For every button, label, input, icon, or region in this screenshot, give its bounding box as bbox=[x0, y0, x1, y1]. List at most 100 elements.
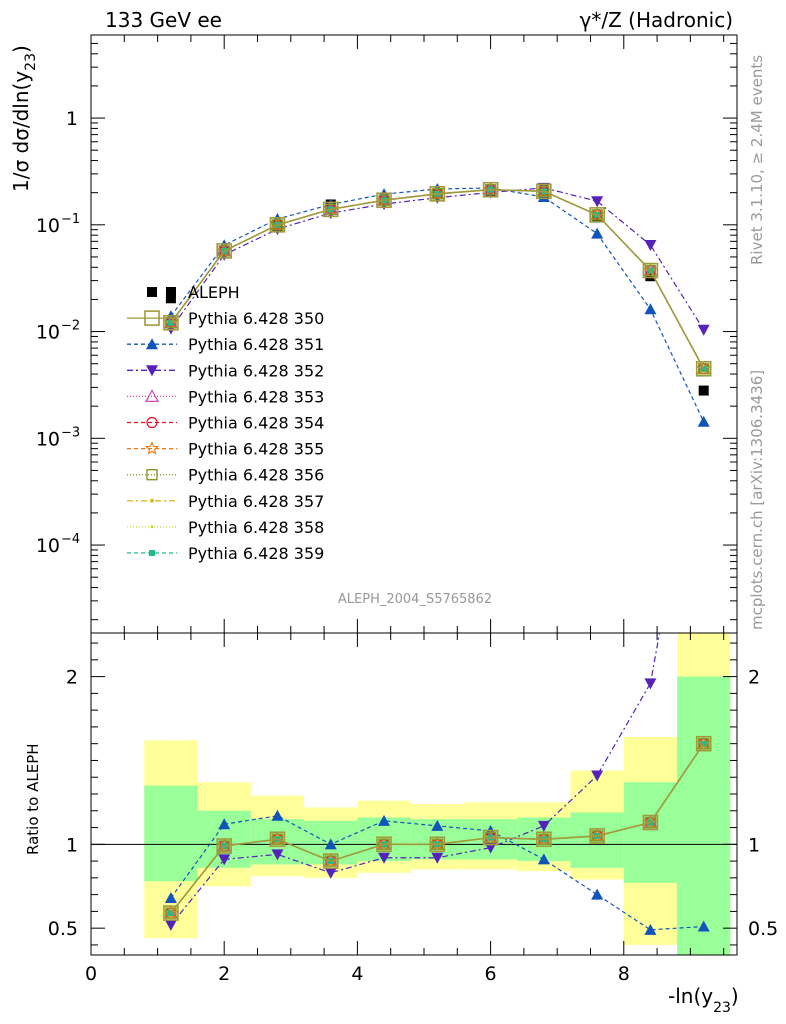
band-green bbox=[623, 782, 678, 883]
series-point-6-428-352 bbox=[591, 196, 604, 208]
series-point-6-428-350 bbox=[695, 360, 712, 377]
x-axis-label-close: ) bbox=[731, 984, 739, 1008]
y-tick-label: 10 bbox=[36, 535, 60, 557]
ratio-point-6-428-352 bbox=[324, 867, 337, 879]
ratio-point-6-428-351 bbox=[431, 819, 444, 831]
y-tick-label: 10 bbox=[36, 428, 60, 450]
header-right: γ*/Z (Hadronic) bbox=[580, 8, 733, 32]
ratio-point-6-428-350 bbox=[429, 836, 446, 853]
legend-marker-6-428-357 bbox=[150, 498, 154, 503]
x-tick-label: 4 bbox=[351, 963, 363, 985]
series-point-6-428-356 bbox=[325, 203, 337, 216]
series-point-6-428-351 bbox=[697, 415, 710, 427]
ratio-y-tick-label: 0.5 bbox=[48, 918, 78, 940]
y-tick-label: 10 bbox=[36, 215, 60, 237]
ratio-point-6-428-350 bbox=[589, 828, 605, 844]
ratio-point-6-428-351 bbox=[591, 888, 604, 900]
band-green bbox=[677, 676, 731, 955]
series-point-6-428-356 bbox=[698, 363, 710, 375]
series-lines bbox=[163, 181, 712, 935]
x-tick-label: 0 bbox=[85, 963, 97, 985]
ratio-point-6-428-356 bbox=[644, 816, 657, 829]
top-y-axis-label-close: ) bbox=[9, 45, 33, 53]
ratio-point-6-428-351 bbox=[537, 853, 550, 865]
ratio-y-tick-label: 2 bbox=[66, 667, 78, 689]
ratio-line-6-428-350 bbox=[170, 743, 705, 914]
series-point-6-428-351 bbox=[644, 303, 657, 315]
y-tick-label-exp: −3 bbox=[61, 425, 80, 440]
ratio-point-6-428-352 bbox=[271, 849, 284, 861]
legend-marker-6-428-358 bbox=[150, 525, 154, 529]
x-axis-label-sub: 23 bbox=[713, 1000, 731, 1016]
series-point-6-428-350 bbox=[642, 262, 659, 279]
ratio-point-6-428-350 bbox=[482, 829, 499, 846]
top-y-axis-label-main: 1/σ dσ/dln(y bbox=[9, 71, 33, 192]
uncertainty-bands bbox=[144, 633, 731, 955]
series-point-6-428-350 bbox=[216, 243, 232, 259]
bottom-y-axis-label: Ratio to ALEPH bbox=[24, 743, 42, 855]
legend-marker-6-428-356 bbox=[146, 469, 158, 481]
series-point-6-428-356 bbox=[271, 219, 284, 231]
x-tick-label: 6 bbox=[485, 963, 497, 985]
mcplots-label: mcplots.cern.ch [arXiv:1306.3436] bbox=[748, 370, 766, 630]
ratio-point-6-428-351 bbox=[644, 923, 657, 935]
top-y-axis-label-sub: 23 bbox=[23, 53, 39, 71]
ratio-point-6-428-351 bbox=[271, 809, 284, 821]
series-point-6-428-356 bbox=[218, 245, 230, 257]
legend-label-aleph: ALEPH bbox=[188, 283, 240, 302]
legend-label-6-428-354: Pythia 6.428 354 bbox=[188, 414, 324, 433]
series-point-6-428-350 bbox=[429, 186, 446, 202]
legend: ALEPH Pythia 6.428 350 Pythia 6.428 351 Pyt… bbox=[127, 283, 324, 563]
ratio-point-6-428-351 bbox=[378, 814, 391, 826]
legend-label-6-428-355: Pythia 6.428 355 bbox=[188, 440, 324, 459]
legend-label-6-428-356: Pythia 6.428 356 bbox=[188, 466, 324, 485]
legend-marker-6-428-353 bbox=[144, 389, 160, 402]
series-point-6-428-350 bbox=[322, 201, 339, 218]
series-point-6-428-350 bbox=[536, 183, 552, 200]
ratio-point-6-428-352 bbox=[537, 820, 550, 832]
aleph-data-point bbox=[165, 293, 176, 304]
band-green bbox=[570, 812, 624, 868]
y-tick-label-exp: −2 bbox=[61, 319, 80, 334]
legend-label-6-428-353: Pythia 6.428 353 bbox=[188, 387, 324, 406]
ratio-point-6-428-351 bbox=[164, 891, 177, 903]
bottom-pad-series bbox=[163, 633, 712, 935]
series-point-6-428-350 bbox=[269, 217, 286, 233]
ratio-point-6-428-351 bbox=[324, 838, 337, 850]
ratio-point-6-428-350 bbox=[163, 905, 179, 921]
ratio-point-6-428-356 bbox=[325, 855, 337, 867]
series-point-6-428-351 bbox=[591, 227, 604, 239]
series-point-6-428-352 bbox=[697, 324, 710, 336]
x-tick-label: 2 bbox=[218, 963, 230, 985]
legend-marker-aleph bbox=[166, 287, 176, 297]
series-point-6-428-352 bbox=[644, 240, 657, 252]
series-point-6-428-356 bbox=[591, 209, 603, 221]
top-y-axis-label: 1/σ dσ/dln(y23) bbox=[9, 45, 39, 192]
aleph-data-point bbox=[698, 385, 709, 396]
x-axis-label: -ln(y23) bbox=[668, 984, 739, 1016]
y-tick-label-exp: −1 bbox=[61, 212, 80, 227]
header-left: 133 GeV ee bbox=[105, 8, 222, 32]
axes: 0 2 4 6 810−410−310−210 −110.5 0.51 12 2 bbox=[36, 34, 778, 985]
ratio-point-6-428-350 bbox=[216, 838, 232, 854]
y-tick-label: 1 bbox=[66, 108, 78, 130]
legend-label-6-428-352: Pythia 6.428 352 bbox=[188, 361, 324, 380]
legend-label-6-428-358: Pythia 6.428 358 bbox=[188, 518, 324, 537]
legend-marker-aleph bbox=[147, 287, 157, 297]
top-pad-series bbox=[163, 181, 712, 427]
series-point-6-428-356 bbox=[644, 264, 657, 277]
ratio-point-6-428-352 bbox=[164, 919, 177, 931]
ratio-point-6-428-352 bbox=[484, 842, 497, 854]
legend-marker-6-428-354 bbox=[146, 416, 158, 429]
ratio-point-6-428-350 bbox=[376, 836, 392, 853]
ratio-point-6-428-351 bbox=[218, 818, 231, 830]
x-tick-label: 8 bbox=[618, 963, 630, 985]
ratio-point-6-428-356 bbox=[698, 737, 710, 750]
text-labels: 133 GeV ee γ*/Z (Hadronic) ALEPH_2004_S5… bbox=[9, 8, 766, 1016]
ratio-point-6-428-352 bbox=[591, 770, 604, 782]
ratio-y-tick-label-right: 0.5 bbox=[748, 918, 778, 940]
band-green bbox=[144, 785, 198, 882]
y-tick-label-exp: −4 bbox=[61, 532, 80, 547]
ratio-y-tick-label-right: 2 bbox=[748, 667, 760, 689]
